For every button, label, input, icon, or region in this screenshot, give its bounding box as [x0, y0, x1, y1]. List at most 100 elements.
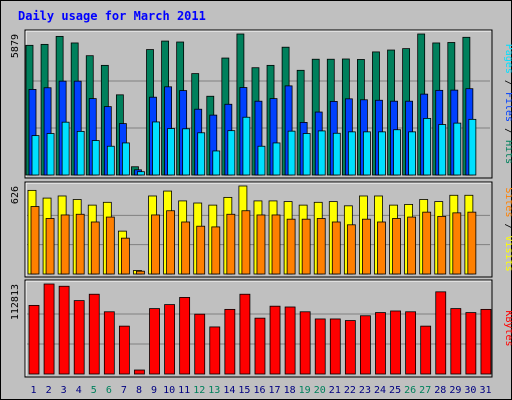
bar-sites-day-11 [181, 221, 191, 275]
bar-sites-day-21 [331, 221, 341, 275]
bar-kbytes-day-11 [179, 297, 191, 375]
bar-sites-day-9 [151, 214, 160, 275]
x-tick-label-11: 11 [178, 385, 190, 396]
bar-kbytes-day-21 [329, 318, 341, 375]
bar-sites-day-8 [136, 270, 145, 275]
bar-sites-day-2 [45, 218, 55, 275]
bar-sites-day-26 [407, 216, 417, 275]
x-tick-label-24: 24 [374, 385, 386, 396]
bar-kbytes-day-9 [149, 308, 160, 375]
bar-sites-day-16 [256, 214, 266, 275]
bar-sites-day-23 [362, 218, 371, 275]
bar-pages-day-19 [302, 133, 311, 176]
bar-pages-day-26 [408, 131, 417, 176]
bar-pages-day-13 [212, 150, 221, 176]
series-label-pages: Pages [503, 44, 512, 74]
x-tick-label-9: 9 [151, 385, 157, 396]
bar-pages-day-2 [46, 133, 55, 176]
bar-sites-day-13 [211, 226, 221, 275]
bar-kbytes-day-16 [254, 317, 266, 375]
series-label-kbytes: KBytes [503, 310, 512, 346]
bar-pages-day-25 [393, 129, 401, 176]
bar-kbytes-day-17 [269, 305, 281, 375]
bar-kbytes-day-18 [284, 306, 296, 375]
hits-panel: 5879 Pages / Files / Hits [10, 29, 512, 179]
x-axis-labels: 1 2 3 4 5 6 7 8 9 10 11 12 13 14 15 16 17 18 19 20 21 22 23 24 2… [31, 385, 492, 396]
bar-pages-day-5 [91, 140, 100, 176]
bar-kbytes-day-27 [420, 325, 432, 375]
bar-sites-day-12 [196, 225, 206, 275]
bar-kbytes-day-12 [194, 313, 206, 375]
series-label-visits: Visits [503, 236, 512, 272]
bar-sites-day-30 [467, 211, 477, 275]
series-axis-label: Pages / Files / Hits [503, 44, 512, 164]
x-tick-label-16: 16 [253, 385, 265, 396]
bar-sites-day-4 [75, 213, 85, 275]
bar-pages-day-14 [227, 130, 236, 176]
bar-pages-day-7 [121, 142, 130, 176]
bar-pages-day-23 [363, 131, 371, 176]
x-tick-label-13: 13 [208, 385, 220, 396]
bar-pages-day-6 [106, 145, 115, 176]
x-tick-label-5: 5 [91, 385, 97, 396]
bar-pages-day-3 [61, 121, 70, 176]
x-tick-label-8: 8 [136, 385, 142, 396]
bar-kbytes-day-22 [344, 320, 356, 375]
y-max-label: 5879 [10, 34, 21, 58]
bar-sites-day-5 [90, 221, 100, 275]
x-tick-label-14: 14 [223, 385, 235, 396]
bar-pages-day-10 [167, 128, 175, 176]
bar-kbytes-day-31 [480, 308, 492, 375]
bar-kbytes-day-4 [73, 300, 85, 375]
x-tick-label-22: 22 [344, 385, 356, 396]
bar-kbytes-day-1 [28, 304, 40, 375]
bar-kbytes-day-10 [164, 304, 175, 375]
bar-sites-day-10 [166, 210, 175, 275]
series-label-separator: / [503, 74, 512, 92]
x-tick-label-17: 17 [269, 385, 281, 396]
x-tick-label-26: 26 [404, 385, 416, 396]
bar-kbytes-day-8 [134, 369, 145, 375]
bar-sites-day-24 [377, 221, 386, 275]
bar-pages-day-18 [287, 130, 296, 176]
bar-sites-day-29 [452, 212, 462, 275]
series-label-sites: Sites [503, 187, 512, 217]
x-tick-label-6: 6 [106, 385, 112, 396]
bar-kbytes-day-29 [450, 308, 462, 375]
bar-kbytes-day-30 [465, 312, 477, 375]
bar-pages-day-27 [423, 118, 432, 176]
bar-kbytes-day-13 [209, 326, 221, 375]
x-tick-label-21: 21 [329, 385, 341, 396]
bar-pages-day-21 [332, 132, 341, 176]
bar-kbytes-day-15 [239, 293, 251, 375]
x-tick-label-31: 31 [479, 385, 491, 396]
y-max-label: 112813 [10, 284, 21, 320]
bar-sites-day-25 [392, 218, 401, 275]
bar-pages-day-11 [182, 128, 191, 176]
x-tick-label-28: 28 [434, 385, 446, 396]
y-max-label: 626 [10, 186, 21, 204]
x-tick-label-4: 4 [76, 385, 82, 396]
bar-pages-day-16 [257, 145, 266, 176]
bar-sites-day-3 [60, 214, 70, 275]
x-tick-label-27: 27 [419, 385, 431, 396]
bar-pages-day-8 [137, 171, 145, 176]
bar-kbytes-day-24 [375, 312, 386, 375]
series-axis-label: Sites / Visits [503, 187, 512, 271]
bar-pages-day-12 [197, 132, 206, 176]
bar-sites-day-6 [105, 216, 115, 275]
series-label-files: Files [503, 92, 512, 122]
bar-kbytes-day-26 [405, 311, 417, 375]
chart-title: Daily usage for March 2011 [18, 9, 206, 23]
bar-sites-day-17 [271, 214, 281, 275]
bar-sites-day-7 [120, 237, 130, 275]
bar-pages-day-30 [468, 118, 477, 176]
bar-sites-day-14 [226, 213, 236, 275]
series-label-separator: / [503, 122, 512, 140]
x-tick-label-20: 20 [314, 385, 326, 396]
bar-kbytes-day-5 [88, 293, 100, 375]
bar-pages-day-20 [317, 130, 326, 176]
bar-pages-day-9 [152, 121, 160, 176]
bar-kbytes-day-19 [299, 311, 311, 375]
bar-pages-day-29 [453, 122, 462, 176]
